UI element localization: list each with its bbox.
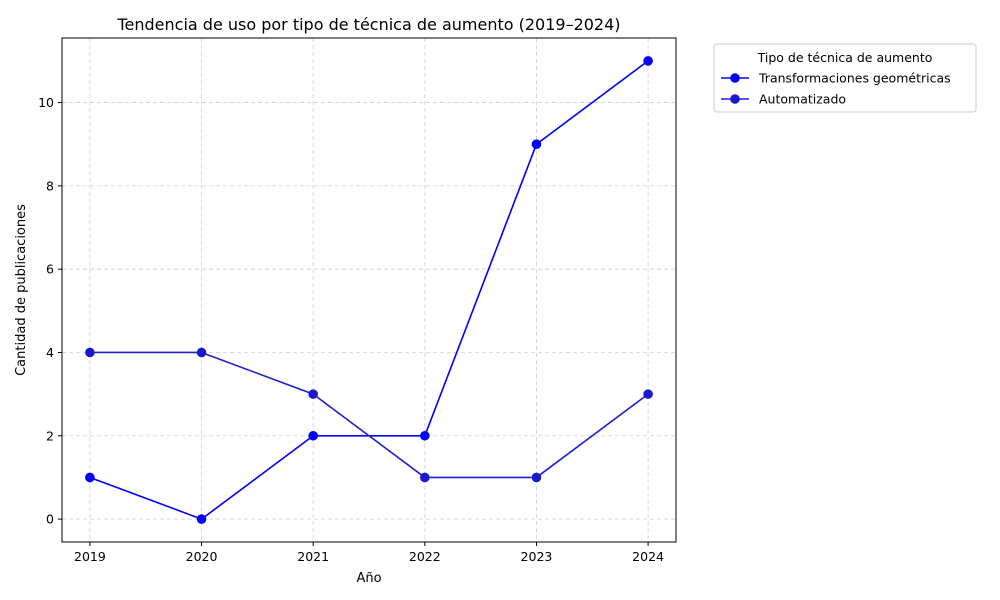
x-tick-label: 2020	[186, 549, 218, 564]
data-point	[85, 472, 95, 483]
data-point	[643, 56, 653, 66]
y-axis-label: Cantidad de publicaciones	[14, 204, 29, 376]
y-tick-label: 10	[38, 95, 54, 110]
grid	[62, 38, 676, 542]
x-axis-label: Año	[356, 571, 381, 586]
legend-label: Transformaciones geométricas	[758, 71, 951, 86]
x-tick-label: 2024	[632, 549, 664, 564]
x-tick-label: 2023	[521, 549, 553, 564]
x-axis: 2019 2020 2021 2022 2023 2024	[74, 542, 664, 564]
data-point	[308, 430, 318, 441]
x-tick-label: 2019	[74, 549, 106, 564]
y-axis: 0 2 4 6 8 10	[38, 95, 62, 527]
data-point	[85, 347, 95, 358]
data-point	[420, 472, 430, 483]
legend: Tipo de técnica de aumento Transformacio…	[713, 43, 977, 113]
y-tick-label: 0	[46, 512, 54, 527]
data-point	[531, 139, 542, 150]
series-line	[89, 351, 649, 479]
data-point	[643, 389, 653, 399]
x-tick-label: 2021	[297, 549, 329, 564]
y-tick-label: 4	[46, 345, 54, 360]
y-tick-label: 2	[46, 428, 54, 443]
data-point	[420, 430, 430, 441]
data-point	[196, 514, 207, 524]
legend-items: Transformaciones geométricas Automatizado	[721, 71, 951, 107]
legend-label: Automatizado	[759, 92, 846, 107]
plot-frame	[61, 37, 677, 543]
legend-marker	[730, 73, 740, 83]
legend-frame	[713, 43, 977, 113]
y-tick-label: 8	[46, 178, 54, 193]
data-point	[531, 472, 542, 483]
data-point	[196, 347, 207, 358]
legend-marker	[730, 94, 740, 104]
data-point	[308, 389, 318, 399]
x-tick-label: 2022	[409, 549, 441, 564]
series-layer	[85, 56, 653, 524]
legend-title: Tipo de técnica de aumento	[757, 50, 933, 65]
y-tick-label: 6	[46, 262, 54, 277]
chart-title: Tendencia de uso por tipo de técnica de …	[116, 15, 620, 34]
